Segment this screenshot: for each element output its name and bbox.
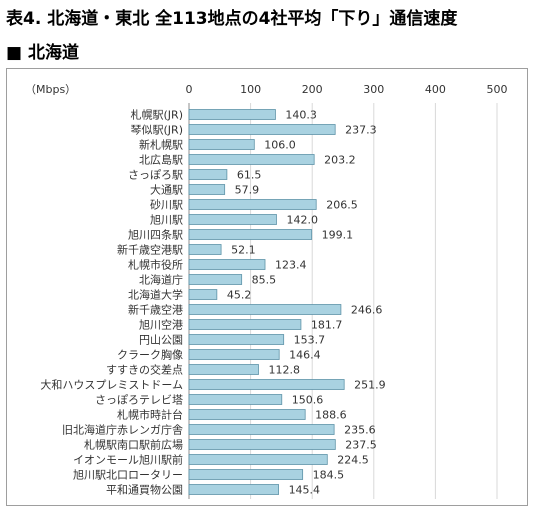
bar bbox=[188, 484, 279, 495]
x-tick-label: 300 bbox=[363, 83, 384, 96]
category-label: 大和ハウスプレミストドーム bbox=[40, 378, 183, 392]
x-tick-label: 400 bbox=[425, 83, 446, 96]
data-label: 237.3 bbox=[345, 124, 377, 137]
bar bbox=[188, 409, 306, 420]
x-axis-ticks: 0 100 200 300 400 500 bbox=[186, 83, 508, 96]
bar bbox=[188, 424, 335, 435]
x-tick-label: 200 bbox=[302, 83, 323, 96]
category-label: 札幌駅(JR) bbox=[131, 108, 183, 122]
data-labels: 140.3 237.3 106.0 203.2 61.5 57.9 206.5 142.0 19… bbox=[227, 109, 386, 497]
data-label: 146.4 bbox=[289, 349, 321, 362]
category-label: 大通駅 bbox=[150, 183, 183, 197]
category-label: 琴似駅(JR) bbox=[131, 124, 183, 137]
bar bbox=[188, 139, 255, 150]
section-heading: ■ 北海道 bbox=[6, 43, 79, 63]
bar bbox=[188, 289, 218, 300]
chart-frame: （Mbps） 0 100 200 300 400 500 札幌駅(JR) 琴似駅(JR) 新札… bbox=[6, 68, 528, 506]
bar bbox=[188, 184, 226, 195]
bars bbox=[188, 109, 345, 495]
data-label: 52.1 bbox=[231, 244, 256, 257]
category-label: 砂川駅 bbox=[150, 199, 183, 212]
data-label: 199.1 bbox=[322, 229, 354, 242]
bar bbox=[188, 124, 336, 135]
bar bbox=[188, 394, 283, 405]
category-label: 札幌市時計台 bbox=[117, 408, 183, 422]
data-label: 203.2 bbox=[324, 154, 356, 167]
category-label: 平和通買物公園 bbox=[106, 483, 183, 497]
bar bbox=[188, 214, 277, 225]
bar bbox=[188, 304, 342, 315]
data-label: 235.6 bbox=[344, 424, 376, 437]
data-label: 145.4 bbox=[289, 484, 321, 497]
bar bbox=[188, 349, 280, 360]
data-label: 112.8 bbox=[268, 364, 300, 377]
data-label: 123.4 bbox=[275, 259, 307, 272]
x-tick-label: 500 bbox=[487, 83, 508, 96]
category-label: イオンモール旭川駅前 bbox=[73, 453, 183, 467]
bar bbox=[188, 199, 317, 210]
bar-chart: （Mbps） 0 100 200 300 400 500 札幌駅(JR) 琴似駅(JR)新札… bbox=[25, 83, 508, 499]
category-label: 北広島駅 bbox=[139, 153, 183, 167]
data-label: 106.0 bbox=[264, 139, 296, 152]
x-tick-label: 100 bbox=[240, 83, 261, 96]
category-label: 旧北海道庁赤レンガ庁舎 bbox=[62, 423, 183, 437]
data-label: 142.0 bbox=[286, 214, 318, 227]
category-label: 旭川駅 bbox=[150, 213, 183, 227]
category-label: さっぽろテレビ塔 bbox=[95, 394, 183, 407]
category-label: 北海道大学 bbox=[128, 288, 183, 302]
data-label: 140.3 bbox=[285, 109, 317, 122]
bar bbox=[188, 364, 259, 375]
data-label: 45.2 bbox=[227, 289, 252, 302]
x-tick-label: 0 bbox=[186, 83, 193, 96]
bar bbox=[188, 454, 328, 465]
bar bbox=[188, 169, 228, 180]
category-label: 旭川空港 bbox=[139, 318, 183, 332]
category-label: 札幌市役所 bbox=[128, 258, 183, 272]
bar bbox=[188, 469, 304, 480]
data-label: 206.5 bbox=[326, 199, 358, 212]
data-label: 184.5 bbox=[313, 469, 345, 482]
category-label: 円山公園 bbox=[139, 334, 183, 347]
data-label: 224.5 bbox=[337, 454, 369, 467]
data-label: 57.9 bbox=[235, 184, 259, 197]
data-label: 251.9 bbox=[354, 379, 386, 392]
category-label: さっぽろ駅 bbox=[128, 169, 183, 182]
data-label: 153.7 bbox=[294, 334, 326, 347]
data-label: 61.5 bbox=[237, 169, 262, 182]
category-label: 札幌駅南口駅前広場 bbox=[84, 438, 183, 452]
bar bbox=[188, 244, 222, 255]
bar bbox=[188, 229, 313, 240]
bar bbox=[188, 334, 285, 345]
bar bbox=[188, 154, 315, 165]
data-label: 181.7 bbox=[311, 319, 343, 332]
bar bbox=[188, 109, 276, 120]
category-label: すすきの交差点 bbox=[106, 363, 183, 377]
category-label: 新札幌駅 bbox=[139, 138, 183, 152]
page-title: 表4. 北海道・東北 全113地点の4社平均「下り」通信速度 bbox=[6, 9, 458, 29]
bar bbox=[188, 379, 345, 390]
data-label: 188.6 bbox=[315, 409, 347, 422]
data-label: 85.5 bbox=[252, 274, 277, 287]
category-label: 北海道庁 bbox=[139, 273, 183, 287]
bar bbox=[188, 439, 336, 450]
bar bbox=[188, 319, 302, 330]
bar bbox=[188, 274, 243, 285]
category-label: 新千歳空港駅 bbox=[117, 243, 183, 257]
data-label: 246.6 bbox=[351, 304, 383, 317]
category-label: 旭川四条駅 bbox=[128, 228, 183, 242]
category-label: 新千歳空港 bbox=[128, 303, 183, 317]
unit-label: （Mbps） bbox=[25, 83, 76, 96]
category-label: クラーク胸像 bbox=[117, 348, 183, 362]
category-label: 旭川駅北口ロータリー bbox=[73, 468, 183, 482]
bar bbox=[188, 259, 266, 270]
data-label: 150.6 bbox=[292, 394, 324, 407]
data-label: 237.5 bbox=[345, 439, 377, 452]
category-labels: 札幌駅(JR) 琴似駅(JR)新札幌駅北広島駅さっぽろ駅大通駅砂川駅旭川駅旭川四条… bbox=[40, 108, 183, 497]
